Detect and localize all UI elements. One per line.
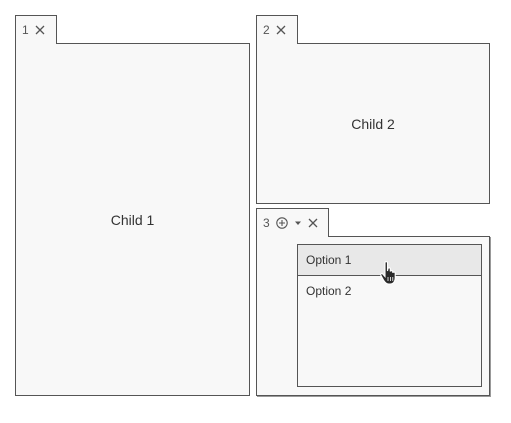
tab-1-number: 1 [22, 23, 29, 37]
dropdown-option-label: Option 2 [306, 284, 352, 298]
hand-pointer-icon [378, 260, 400, 291]
panel-child-2: Child 2 [256, 43, 490, 204]
close-icon[interactable] [35, 25, 45, 35]
panel-child-2-label: Child 2 [351, 115, 395, 132]
close-icon[interactable] [276, 25, 286, 35]
panel-child-1-label: Child 1 [110, 211, 155, 228]
dropdown-option-2[interactable]: Option 2 [298, 276, 481, 307]
tab-2[interactable]: 2 [256, 15, 298, 44]
dropdown-option-label: Option 1 [306, 253, 352, 267]
tab-2-number: 2 [263, 23, 270, 37]
panel-child-1: Child 1 [15, 43, 250, 396]
caret-down-icon[interactable] [294, 219, 302, 227]
tab-3-number: 3 [263, 216, 270, 230]
tab-1[interactable]: 1 [15, 15, 57, 44]
tab-3[interactable]: 3 [256, 208, 329, 237]
dropdown-menu: Option 1 Option 2 [297, 244, 482, 387]
add-circle-icon[interactable] [275, 217, 288, 229]
close-icon[interactable] [308, 218, 318, 228]
